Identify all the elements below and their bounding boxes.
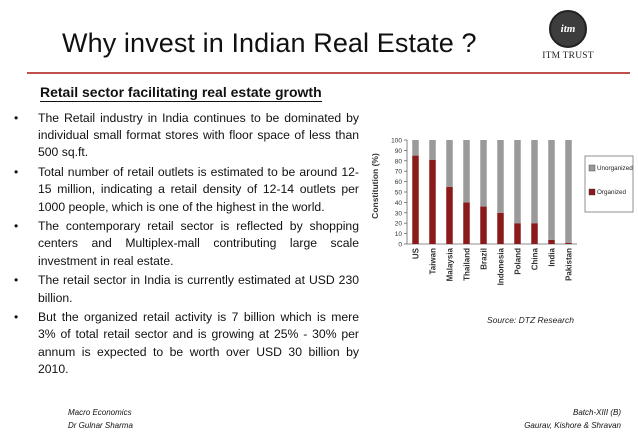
bullet-text: The retail sector in India is currently … [38,273,359,305]
chart-y-tick-label: 20 [395,221,403,228]
footer-right: Batch-XIII (B) Gaurav, Kishore & Shravan [524,406,621,432]
retail-constitution-chart: Constitution (%) 0 10 20 30 40 50 60 70 80 90 100 U… [370,138,634,325]
footer-course: Macro Economics [68,408,132,417]
chart-bar-organized [446,186,453,244]
bullet-text: The contemporary retail sector is reflec… [38,219,359,268]
chart-bar-organized [531,223,538,244]
chart-category-label: Taiwan [429,248,438,275]
chart-bar-unorganized [412,140,419,156]
chart-y-tick-label: 50 [395,190,403,197]
title-divider [27,72,630,74]
footer-authors: Gaurav, Kishore & Shravan [524,421,621,430]
slide-title: Why invest in Indian Real Estate ? [62,28,477,58]
chart-y-tick-label: 100 [391,138,402,145]
chart-bar-unorganized [531,140,538,224]
bullet-list: • The Retail industry in India continues … [14,110,359,381]
chart-category-label: India [548,247,557,266]
chart-y-tick-label: 60 [395,179,403,186]
chart-source-note: Source: DTZ Research [487,315,574,325]
chart-category-label: US [412,247,421,259]
itm-logo: itm ITM TRUST [540,10,596,68]
itm-logo-text: ITM TRUST [542,51,594,61]
chart-bar-unorganized [463,140,470,203]
chart-bar-unorganized [565,140,572,243]
chart-y-tick-label: 30 [395,210,403,217]
chart-bar-unorganized [497,140,504,213]
bullet-item: • The retail sector in India is currently… [14,272,359,306]
bullet-item: • The contemporary retail sector is refle… [14,218,359,270]
footer-left: Macro Economics Dr Gulnar Sharma [68,406,133,432]
chart-bar-organized [514,223,521,244]
chart-y-tick-label: 0 [398,242,402,249]
chart-category-label: Brazil [480,248,489,270]
bullet-text: But the organized retail activity is 7 b… [38,310,359,376]
bullet-marker: • [14,273,19,288]
chart-bar-unorganized [429,140,436,160]
bullet-item: • The Retail industry in India continues … [14,110,359,162]
chart-bar-organized [497,212,504,244]
chart-bar-organized [565,242,572,244]
chart-bar-organized [548,239,555,244]
footer-instructor: Dr Gulnar Sharma [68,421,133,430]
footer-batch: Batch-XIII (B) [572,408,621,417]
chart-y-tick-label: 40 [395,200,403,207]
chart-y-tick-label: 90 [395,148,403,155]
bullet-item: • Total number of retail outlets is estim… [14,164,359,216]
chart-bar-unorganized [480,140,487,207]
bullet-text: The Retail industry in India continues t… [38,111,359,160]
chart-bar-organized [480,206,487,244]
chart-legend-label: Organized [597,189,627,196]
chart-bar-organized [412,155,419,244]
chart-bar-organized [463,202,470,244]
chart-legend-swatch [588,188,596,196]
chart-category-label: Poland [514,248,523,275]
bullet-marker: • [14,111,19,125]
chart-bar-unorganized [446,140,453,187]
chart-bar-unorganized [548,140,555,240]
chart-category-label: Malaysia [446,247,455,281]
bullet-text: Total number of retail outlets is estima… [38,165,359,214]
itm-logo-mark: itm [549,10,587,48]
chart-category-label: Pakistan [565,248,574,281]
chart-plot-area: 0 10 20 30 40 50 60 70 80 90 100 US Taiwan Malaysia Th… [391,138,634,285]
chart-bar-organized [429,159,436,244]
chart-category-label: Thailand [463,248,472,281]
chart-legend-label: Unorganized [597,165,633,172]
bullet-marker: • [14,219,19,234]
chart-category-label: China [531,247,540,270]
chart-y-tick-label: 70 [395,169,403,176]
bullet-marker: • [14,165,19,180]
chart-y-axis-label: Constitution (%) [370,153,380,219]
section-subheading: Retail sector facilitating real estate g… [40,84,322,102]
bullet-marker: • [14,310,19,325]
chart-y-tick-label: 80 [395,158,403,165]
chart-category-label: Indonesia [497,247,506,285]
chart-bar-unorganized [514,140,521,224]
bullet-item: • But the organized retail activity is 7 … [14,309,359,378]
chart-y-tick-label: 10 [395,231,403,238]
chart-legend-swatch [588,164,596,172]
